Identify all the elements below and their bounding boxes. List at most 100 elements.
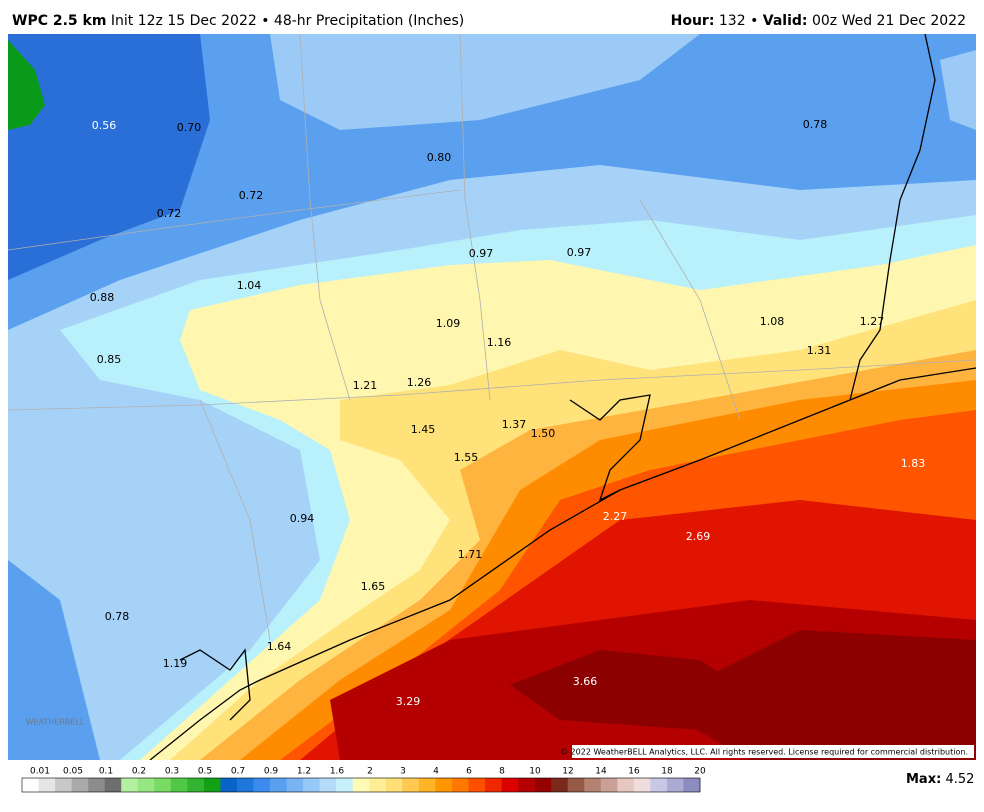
max-value: 4.52: [945, 772, 974, 787]
colorbar-label: 6: [466, 767, 472, 777]
map-label: 1.37: [502, 418, 527, 431]
color-swatch: [418, 778, 436, 792]
color-swatch: [236, 778, 254, 792]
map-label: 1.31: [807, 344, 832, 357]
map-label: 2.69: [686, 530, 711, 543]
color-swatch: [683, 778, 701, 792]
color-swatch: [567, 778, 585, 792]
map-label: 0.88: [90, 291, 115, 304]
map-label: 0.72: [239, 189, 264, 202]
map-label: 0.70: [177, 121, 202, 134]
header-right: Hour: 132 • Valid: 00z Wed 21 Dec 2022: [671, 13, 966, 29]
colorbar-label: 1.6: [330, 767, 345, 777]
color-swatch: [286, 778, 304, 792]
color-swatch: [369, 778, 387, 792]
colorbar-label: 0.7: [231, 767, 245, 777]
color-swatch: [170, 778, 188, 792]
color-swatch: [137, 778, 155, 792]
colorbar-label: 0.5: [198, 767, 212, 777]
colorbar-label: 2: [367, 767, 373, 777]
color-swatch: [451, 778, 469, 792]
band: [8, 40, 45, 130]
map-label: 1.45: [411, 423, 436, 436]
color-swatch: [253, 778, 271, 792]
color-swatch: [617, 778, 635, 792]
map-label: 0.78: [105, 610, 130, 623]
color-swatch: [485, 778, 502, 792]
color-swatch: [650, 778, 668, 792]
copyright: © 2022 WeatherBELL Analytics, LLC. All r…: [560, 748, 968, 757]
map-label: 1.83: [901, 457, 926, 470]
color-swatch: [402, 778, 420, 792]
color-swatch: [220, 778, 238, 792]
color-swatch: [534, 778, 552, 792]
map: [8, 34, 976, 760]
colorbar-label: 0.1: [99, 767, 113, 777]
color-swatch: [319, 778, 337, 792]
colorbar-label: 18: [661, 767, 673, 777]
map-label: 0.80: [427, 151, 452, 164]
map-label: 0.56: [92, 119, 117, 132]
map-label: 2.27: [603, 510, 628, 523]
description: Init 12z 15 Dec 2022 • 48-hr Precipitati…: [111, 13, 464, 29]
map-label: 0.72: [157, 207, 182, 220]
color-swatch: [352, 778, 370, 792]
coastline: [149, 367, 976, 760]
map-label: 1.16: [487, 336, 512, 349]
map-label: 1.50: [531, 427, 556, 440]
map-label: 0.97: [567, 246, 592, 259]
colorbar-label: 0.01: [30, 767, 50, 777]
colorbar-label: 0.3: [165, 767, 179, 777]
band: [940, 50, 976, 130]
color-swatch: [154, 778, 172, 792]
colorbar-border: [21, 777, 701, 793]
colorbar-label: 8: [499, 767, 505, 777]
valid-label: Valid:: [763, 13, 808, 29]
copyright-bg: [572, 745, 974, 758]
map-label: 3.29: [396, 695, 421, 708]
colorbar-label: 20: [694, 767, 706, 777]
colorbar-label: 14: [595, 767, 607, 777]
map-label: 1.64: [267, 640, 292, 653]
county-lines: [8, 34, 976, 641]
colorbar-label: 0.9: [264, 767, 279, 777]
map-label: 1.26: [407, 376, 432, 389]
header-left: WPC 2.5 km Init 12z 15 Dec 2022 • 48-hr …: [12, 13, 464, 29]
color-swatch: [203, 778, 221, 792]
model: WPC 2.5 km: [12, 13, 106, 29]
color-swatch: [600, 778, 618, 792]
colorbar-label: 4: [433, 767, 439, 777]
map-label: 0.85: [97, 353, 122, 366]
color-swatch: [303, 778, 320, 792]
color-swatch: [336, 778, 354, 792]
max: Max: 4.52: [906, 772, 974, 787]
band: [8, 34, 210, 280]
colorbar-label: 10: [529, 767, 541, 777]
max-label: Max:: [906, 772, 941, 787]
color-swatch: [270, 778, 287, 792]
valid: 00z Wed 21 Dec 2022: [812, 13, 966, 29]
map-label: 0.94: [290, 512, 315, 525]
map-label: 1.19: [163, 657, 188, 670]
color-swatch: [468, 778, 486, 792]
map-label: 1.27: [860, 315, 885, 328]
map-label: 0.78: [803, 118, 828, 131]
map-label: 1.65: [361, 580, 386, 593]
colorbar-label: 12: [562, 767, 573, 777]
map-label: 0.97: [469, 247, 494, 260]
color-swatch: [22, 778, 39, 792]
band: [680, 630, 976, 760]
colorbar-label: 0.2: [132, 767, 146, 777]
color-swatch: [435, 778, 453, 792]
color-swatch: [666, 778, 684, 792]
hour-label: Hour:: [671, 13, 715, 29]
map-label: 3.66: [573, 675, 598, 688]
map-label: 1.21: [353, 379, 378, 392]
color-swatch: [104, 778, 122, 792]
color-swatch: [551, 778, 569, 792]
separator: •: [750, 13, 758, 29]
colorbar-label: 0.05: [63, 767, 83, 777]
color-swatch: [584, 778, 602, 792]
color-swatch: [55, 778, 72, 792]
